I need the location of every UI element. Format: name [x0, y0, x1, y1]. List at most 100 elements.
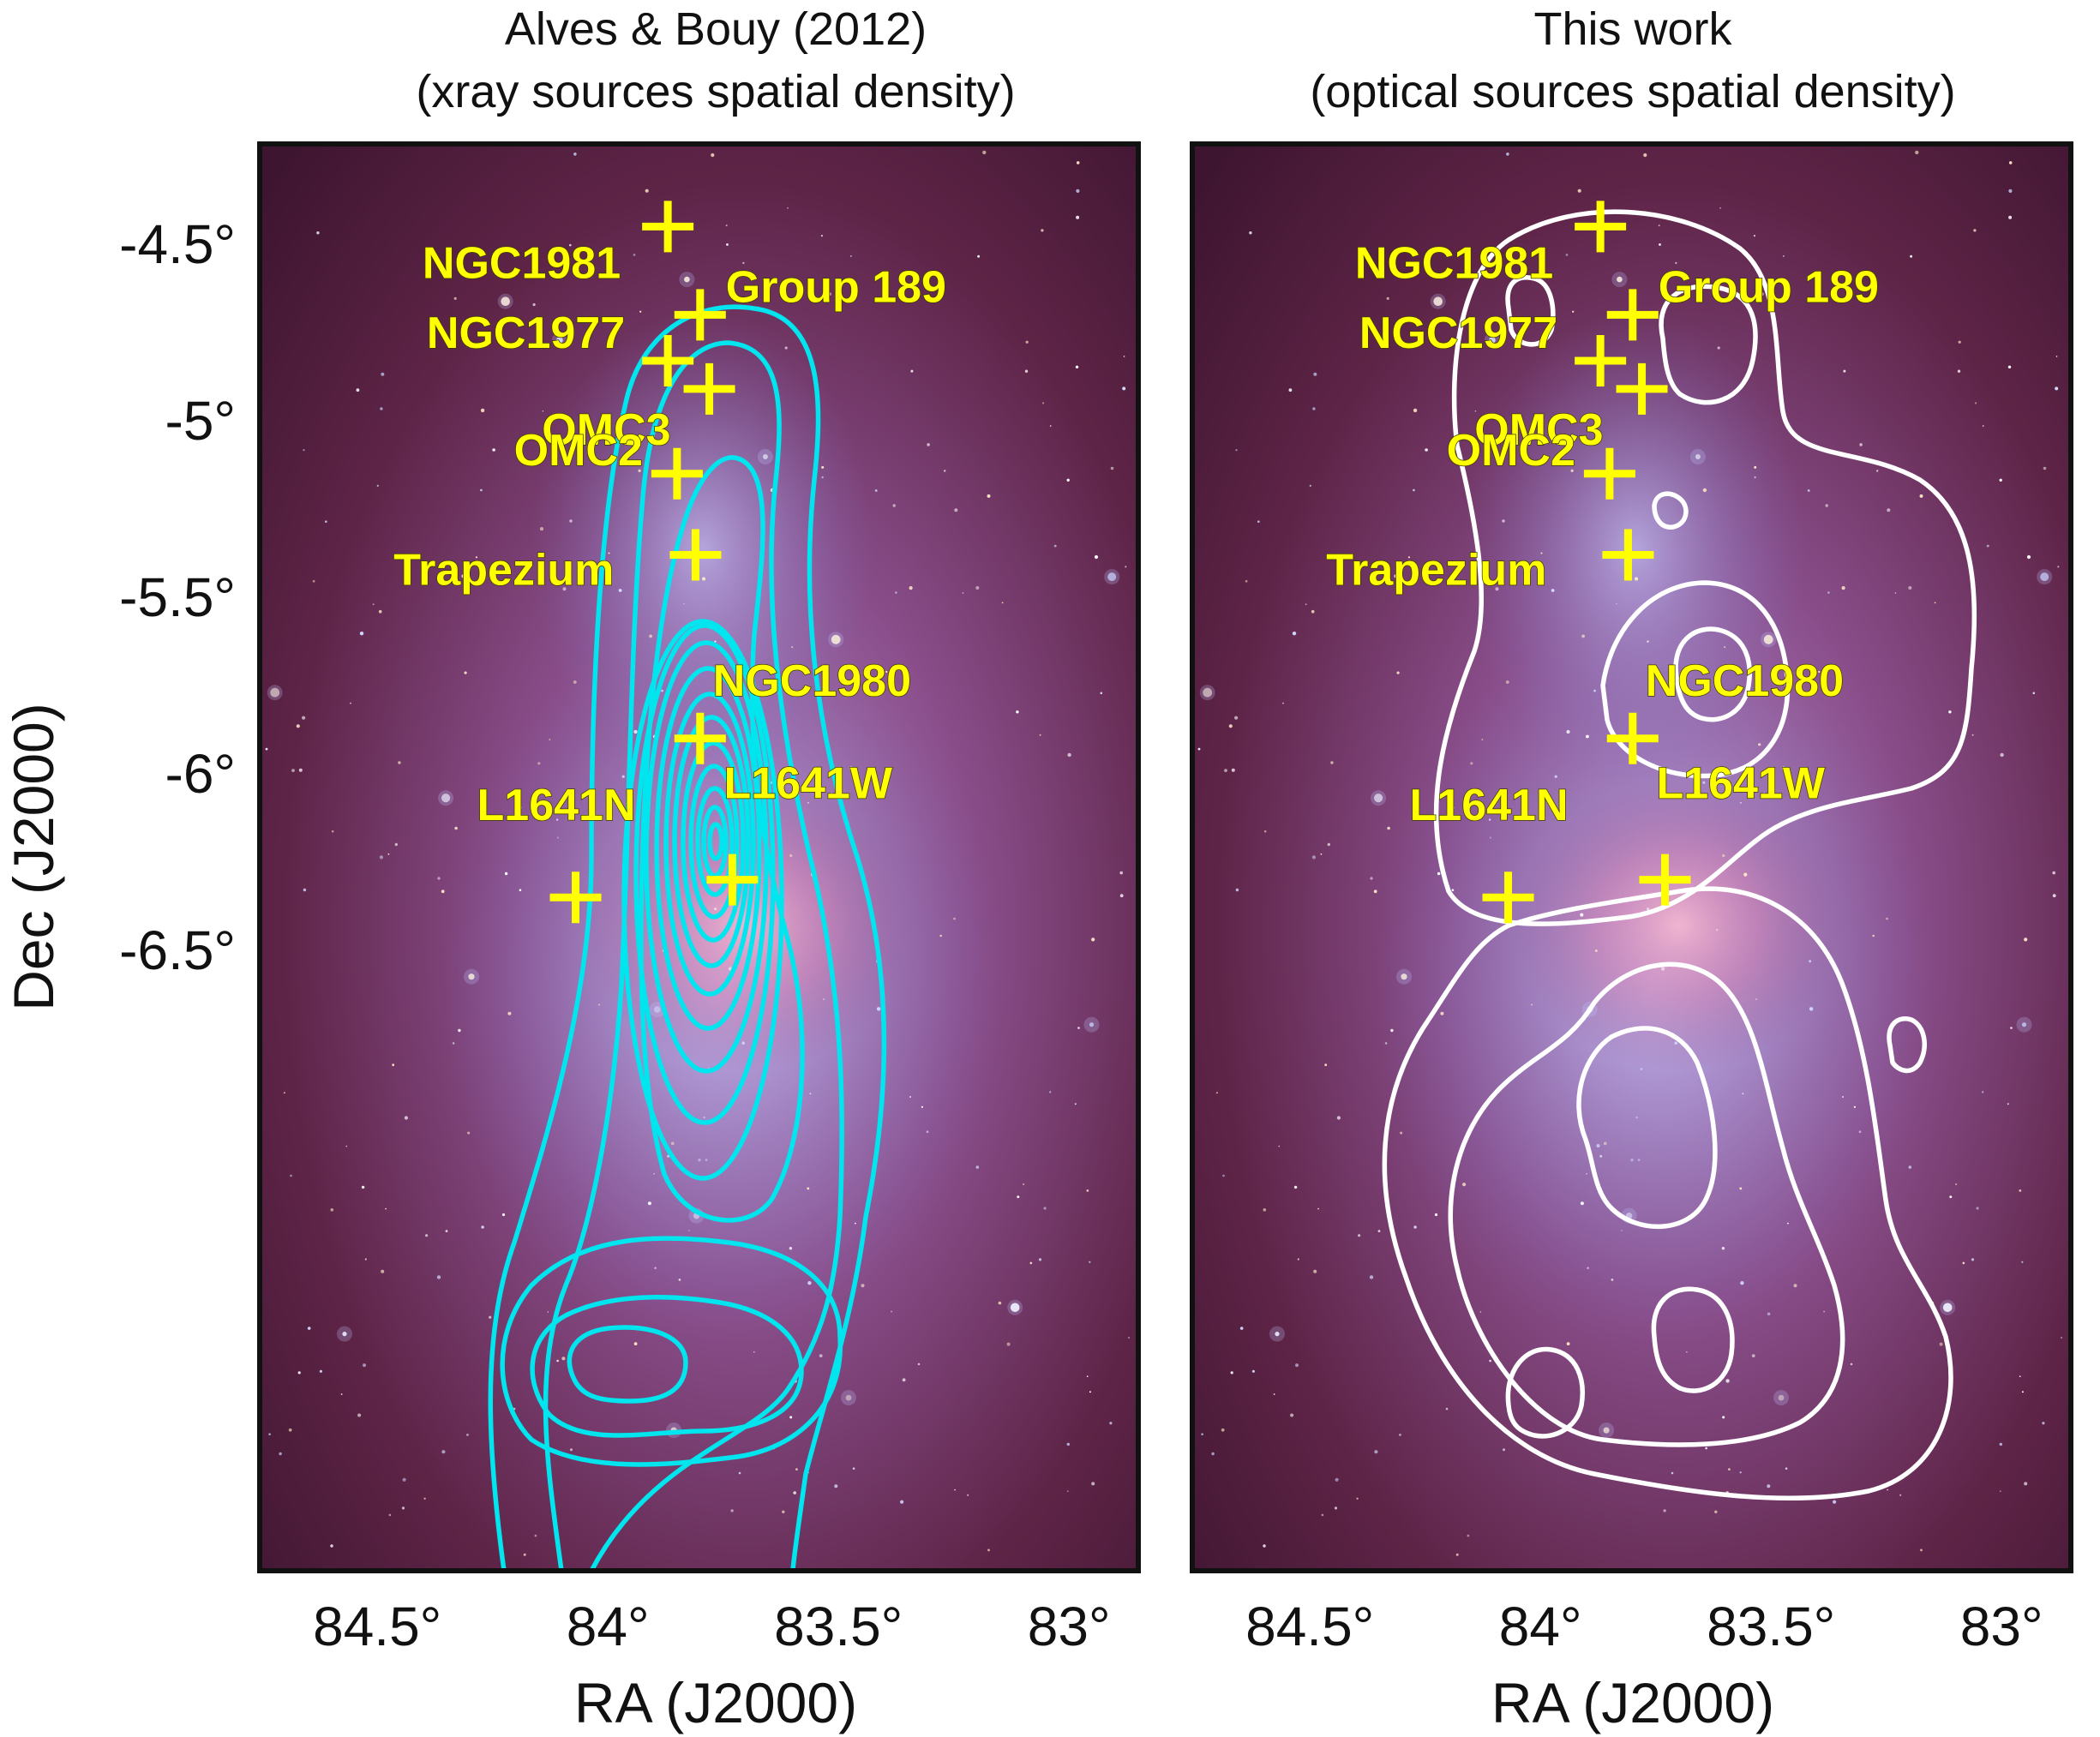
star: [345, 1145, 348, 1147]
star: [1722, 1416, 1725, 1419]
star: [1479, 1311, 1482, 1313]
star: [1413, 488, 1415, 492]
star: [1251, 1369, 1255, 1373]
star: [730, 1509, 734, 1512]
star: [823, 998, 825, 1000]
star: [1572, 310, 1575, 313]
star: [1311, 855, 1316, 860]
star: [703, 1116, 705, 1119]
star: [954, 508, 958, 512]
star: [1470, 762, 1473, 765]
star: [453, 296, 457, 300]
star: [1755, 998, 1757, 1000]
star: [331, 830, 334, 833]
star: [1887, 508, 1891, 512]
star: [1702, 781, 1706, 784]
star: [1067, 752, 1071, 758]
star: [726, 243, 729, 246]
star: [1577, 189, 1581, 193]
star: [1603, 1141, 1607, 1146]
star: [1503, 1448, 1505, 1452]
star: [1725, 1379, 1730, 1383]
star: [1305, 603, 1307, 606]
star: [1876, 470, 1879, 472]
star: [1751, 1354, 1755, 1357]
star: [1643, 153, 1647, 158]
star: [2061, 1336, 2063, 1339]
star: [807, 1187, 810, 1190]
star: [1330, 761, 1334, 764]
star: [385, 1207, 387, 1210]
star: [2055, 386, 2059, 391]
star: [537, 762, 541, 765]
star: [1440, 1011, 1444, 1015]
star: [489, 1315, 492, 1319]
star: [1230, 1371, 1233, 1375]
star: [1807, 489, 1810, 492]
star: [1311, 609, 1315, 614]
star: [381, 1269, 385, 1273]
star: [944, 470, 946, 472]
star: [1390, 1028, 1394, 1033]
marker-ngc1980: NGC1980: [674, 656, 912, 764]
star: [1086, 1375, 1089, 1378]
star: [1017, 1195, 1020, 1199]
star-glow: [1007, 1299, 1023, 1315]
star: [1074, 1103, 1077, 1105]
star: [1621, 1230, 1623, 1231]
star: [555, 414, 558, 417]
star: [1671, 1471, 1674, 1475]
star: [1659, 243, 1661, 246]
star: [1715, 928, 1719, 931]
star: [507, 1011, 512, 1015]
star: [2032, 692, 2036, 695]
star: [1702, 488, 1707, 493]
star: [1386, 296, 1389, 300]
star: [1663, 1509, 1666, 1512]
star: [1235, 888, 1239, 892]
star: [1580, 1201, 1584, 1206]
star: [639, 310, 642, 313]
star: [1616, 602, 1617, 605]
star-glow: [757, 449, 773, 464]
star: [1043, 1207, 1047, 1210]
star: [654, 1267, 657, 1269]
star: [742, 261, 745, 265]
star: [1566, 729, 1570, 734]
star: [939, 934, 942, 937]
star: [1091, 1482, 1095, 1486]
star: [1290, 1413, 1294, 1417]
star: [464, 671, 467, 674]
star: [376, 484, 379, 488]
star: [561, 1357, 566, 1361]
star: [962, 592, 964, 594]
contour-line: [695, 786, 735, 897]
contour-line: [1448, 961, 1845, 1447]
marker-label: L1641W: [723, 759, 892, 809]
star: [1474, 410, 1477, 412]
star: [1899, 1494, 1902, 1496]
star: [492, 448, 495, 452]
star: [1739, 801, 1742, 804]
star: [621, 775, 625, 778]
star: [895, 591, 897, 594]
star: [1451, 806, 1455, 810]
star: [1581, 634, 1585, 638]
star: [316, 231, 320, 235]
marker-omc3: OMC3: [1474, 362, 1668, 456]
star: [701, 577, 706, 581]
star: [501, 1213, 506, 1217]
star: [357, 1413, 362, 1417]
marker-label: NGC1981: [1355, 238, 1553, 288]
star: [1894, 592, 1897, 594]
star: [1739, 1187, 1743, 1190]
star: [1758, 743, 1761, 746]
star: [1089, 1022, 1095, 1027]
star: [1910, 255, 1913, 258]
star: [547, 1311, 549, 1313]
star: [1075, 365, 1079, 368]
star: [441, 1450, 446, 1454]
star: [1982, 1091, 1984, 1093]
star: [2057, 566, 2060, 568]
star: [1841, 586, 1845, 590]
